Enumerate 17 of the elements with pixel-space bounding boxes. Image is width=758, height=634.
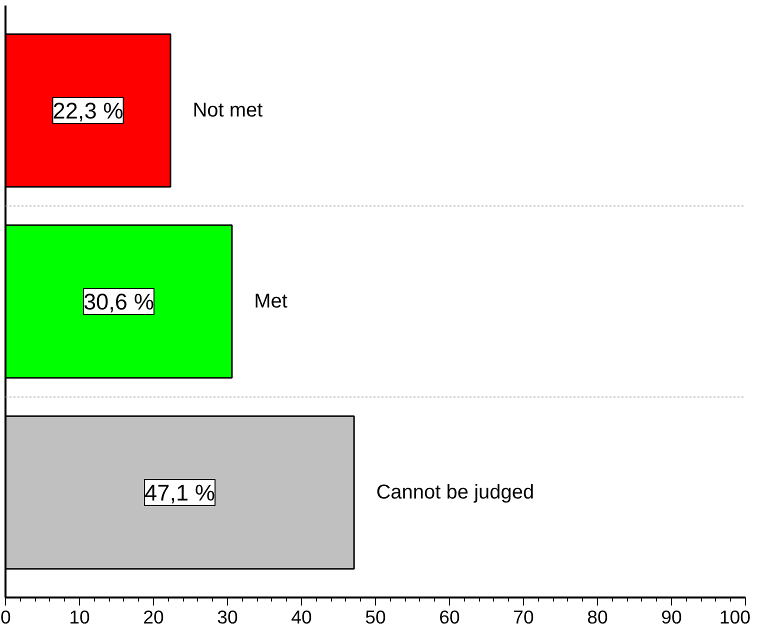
x-tick-label: 0 (0, 606, 11, 628)
x-tick-label: 10 (69, 606, 90, 628)
x-tick-label: 50 (365, 606, 386, 628)
x-tick-label: 20 (143, 606, 164, 628)
x-tick-label: 40 (291, 606, 312, 628)
data-label: 47,1 % (144, 479, 216, 506)
x-tick-label: 80 (587, 606, 608, 628)
x-tick-label: 70 (513, 606, 534, 628)
y-tick-label: Met (254, 290, 288, 312)
x-tick-label: 60 (439, 606, 460, 628)
data-label: 30,6 % (83, 288, 154, 314)
y-tick-label: Not met (192, 100, 264, 122)
x-tick-label: 100 (719, 606, 751, 628)
data-label: 22,3 % (52, 98, 124, 124)
y-tick-label: Cannot be judged (376, 481, 534, 504)
x-tick-label: 30 (217, 606, 238, 628)
x-tick-label: 90 (661, 606, 682, 628)
